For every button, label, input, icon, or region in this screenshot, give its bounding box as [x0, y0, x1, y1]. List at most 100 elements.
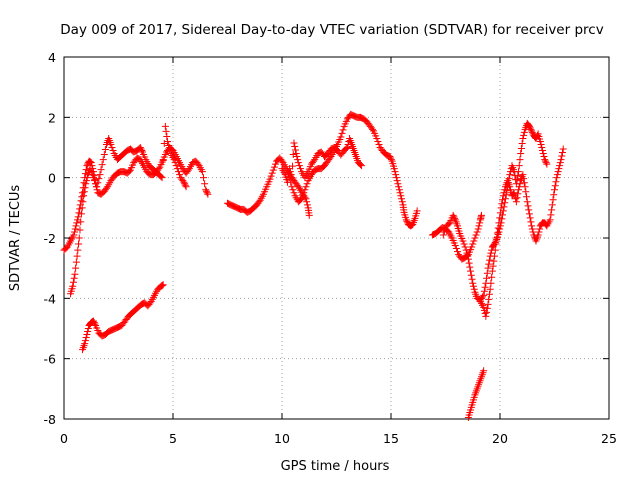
data-point — [339, 126, 347, 134]
data-point — [517, 150, 525, 158]
data-point — [158, 281, 166, 289]
data-point — [291, 146, 299, 154]
data-point — [79, 189, 87, 197]
data-point — [136, 144, 144, 151]
data-point — [158, 282, 166, 290]
data-point — [495, 219, 503, 227]
data-point — [527, 125, 535, 133]
data-point — [72, 222, 80, 230]
data-point — [77, 197, 85, 205]
data-point — [466, 263, 474, 271]
data-point — [83, 177, 91, 185]
data-point — [288, 183, 296, 191]
data-point — [541, 156, 549, 164]
data-point — [343, 144, 351, 151]
data-point — [396, 189, 404, 197]
series-trace-b — [67, 122, 190, 298]
data-point — [483, 304, 491, 312]
data-point — [552, 178, 560, 186]
data-point — [356, 161, 364, 169]
data-point — [295, 162, 303, 170]
data-point — [291, 142, 299, 150]
data-point — [70, 231, 78, 239]
data-point — [79, 198, 87, 206]
x-tick-label: 25 — [601, 431, 617, 446]
data-point — [520, 179, 528, 187]
data-point — [551, 186, 558, 194]
series-trace-f — [285, 110, 421, 230]
y-tick-label: 2 — [48, 110, 56, 125]
data-point — [77, 210, 85, 218]
data-point — [476, 219, 484, 227]
data-point — [172, 162, 180, 170]
data-point — [290, 189, 298, 197]
data-point — [278, 157, 286, 165]
data-point — [528, 127, 536, 135]
x-tick-label: 20 — [492, 431, 508, 446]
data-point — [471, 234, 479, 242]
data-point — [520, 175, 528, 183]
data-point — [83, 174, 91, 182]
data-point — [485, 290, 493, 298]
data-point — [81, 337, 89, 345]
data-point — [337, 133, 345, 141]
data-point — [523, 198, 531, 206]
data-point — [480, 291, 488, 299]
data-point — [556, 159, 564, 167]
data-point — [480, 303, 488, 311]
data-point — [368, 125, 376, 133]
x-axis-label: GPS time / hours — [281, 459, 390, 474]
data-point — [489, 262, 497, 270]
data-point — [507, 186, 515, 194]
data-point — [84, 325, 92, 332]
data-point — [490, 257, 498, 265]
data-point — [293, 153, 301, 161]
data-point — [515, 186, 523, 194]
data-point — [473, 228, 481, 236]
data-point — [107, 140, 115, 148]
data-point — [445, 220, 453, 228]
data-point — [87, 158, 95, 166]
data-point — [386, 153, 394, 161]
data-point — [77, 218, 85, 226]
data-point — [510, 189, 518, 197]
data-point — [518, 139, 526, 147]
data-point — [72, 264, 80, 272]
x-tick-label: 10 — [274, 431, 290, 446]
data-point — [514, 190, 522, 198]
data-point — [194, 160, 202, 168]
data-point — [526, 124, 534, 132]
data-point — [74, 246, 82, 254]
data-point — [485, 256, 493, 264]
y-tick-label: -6 — [44, 352, 57, 367]
data-point — [71, 228, 79, 236]
data-point — [543, 160, 551, 168]
data-point — [492, 240, 500, 248]
data-point — [484, 264, 492, 272]
data-point — [485, 260, 493, 268]
data-point — [500, 189, 508, 197]
data-point — [103, 184, 111, 192]
data-point — [460, 240, 468, 248]
data-point — [84, 328, 92, 336]
y-tick-label: -4 — [44, 291, 57, 306]
data-point — [413, 207, 421, 215]
data-point — [540, 153, 548, 161]
data-point — [157, 173, 165, 181]
data-point — [496, 214, 504, 222]
data-point — [472, 231, 480, 239]
data-point — [528, 128, 536, 136]
data-point — [78, 204, 86, 212]
data-point — [537, 140, 545, 148]
data-point — [91, 320, 99, 328]
data-point — [493, 229, 501, 237]
data-point — [559, 145, 567, 153]
data-point — [270, 163, 278, 171]
y-tick-label: -2 — [44, 231, 56, 246]
data-point — [182, 183, 190, 191]
data-point — [548, 201, 556, 209]
data-point — [75, 234, 83, 242]
data-point — [506, 171, 514, 179]
data-point — [303, 201, 311, 209]
data-point — [171, 159, 179, 167]
